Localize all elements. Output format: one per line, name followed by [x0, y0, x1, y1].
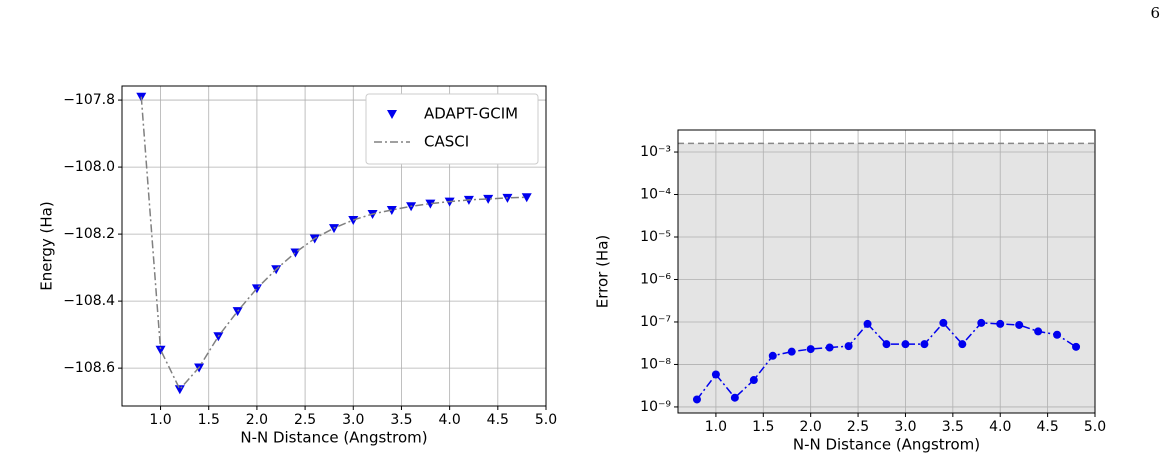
x-tick-label: 5.0 — [1084, 419, 1106, 435]
marker — [1015, 320, 1024, 329]
y-tick-label: 10⁻⁷ — [640, 314, 671, 330]
marker — [977, 318, 986, 327]
legend-swatch — [387, 110, 397, 119]
marker — [920, 340, 929, 349]
x-tick-label: 4.5 — [1036, 419, 1058, 435]
marker — [901, 340, 910, 349]
x-tick-label: 1.5 — [752, 419, 774, 435]
x-axis-label: N-N Distance (Angstrom) — [793, 436, 980, 454]
y-tick-label: 10⁻³ — [640, 144, 671, 160]
x-tick-label: 5.0 — [535, 412, 557, 428]
x-tick-label: 2.5 — [294, 412, 316, 428]
legend-label: ADAPT-GCIM — [424, 105, 518, 123]
x-axis-label: N-N Distance (Angstrom) — [240, 429, 427, 447]
marker — [768, 351, 777, 360]
shaded-region — [678, 143, 1095, 413]
x-tick-label: 3.0 — [342, 412, 364, 428]
y-tick-label: −108.0 — [63, 159, 115, 175]
marker — [730, 393, 739, 402]
y-tick-label: 10⁻⁵ — [640, 229, 671, 245]
y-axis-label: Energy (Ha) — [38, 201, 56, 290]
x-tick-label: 4.0 — [439, 412, 461, 428]
marker — [844, 342, 853, 351]
x-tick-label: 2.0 — [246, 412, 268, 428]
x-tick-label: 2.0 — [800, 419, 822, 435]
x-tick-label: 3.5 — [942, 419, 964, 435]
x-tick-label: 2.5 — [847, 419, 869, 435]
axes-frame — [121, 85, 547, 407]
legend-label: CASCI — [424, 133, 469, 151]
marker — [882, 340, 891, 349]
x-tick-label: 4.5 — [487, 412, 509, 428]
x-tick-label: 3.5 — [390, 412, 412, 428]
y-tick-label: −108.4 — [63, 293, 115, 309]
y-tick-label: −107.8 — [63, 92, 115, 108]
marker — [483, 194, 494, 204]
marker — [1053, 330, 1062, 339]
marker — [996, 319, 1005, 328]
marker — [174, 385, 185, 395]
marker — [806, 345, 815, 354]
y-tick-label: −108.2 — [63, 226, 115, 242]
marker — [1072, 342, 1081, 351]
marker — [232, 307, 243, 317]
y-tick-label: 10⁻⁴ — [640, 187, 671, 203]
legend-box — [365, 93, 539, 165]
marker — [155, 345, 166, 355]
marker — [939, 318, 948, 327]
marker — [958, 340, 967, 349]
y-tick-label: 10⁻⁸ — [640, 356, 671, 372]
series-line — [140, 96, 527, 391]
y-tick-label: −108.6 — [63, 360, 115, 376]
y-tick-label: 10⁻⁶ — [640, 271, 671, 287]
y-axis-label: Error (Ha) — [594, 235, 612, 309]
page-number: 6 — [1150, 4, 1160, 22]
marker — [1034, 327, 1043, 336]
marker — [386, 205, 397, 215]
marker — [787, 347, 796, 356]
plot-area — [678, 130, 1095, 413]
x-tick-label: 3.0 — [894, 419, 916, 435]
x-tick-label: 1.0 — [705, 419, 727, 435]
marker — [863, 319, 872, 328]
x-tick-label: 4.0 — [989, 419, 1011, 435]
marker — [692, 395, 701, 404]
marker — [825, 343, 834, 352]
marker — [521, 193, 532, 203]
y-tick-label: 10⁻⁹ — [640, 399, 671, 415]
marker — [425, 199, 436, 209]
axes-frame — [677, 129, 1096, 414]
marker — [711, 370, 720, 379]
marker — [749, 376, 758, 385]
x-tick-label: 1.0 — [149, 412, 171, 428]
x-tick-label: 1.5 — [198, 412, 220, 428]
